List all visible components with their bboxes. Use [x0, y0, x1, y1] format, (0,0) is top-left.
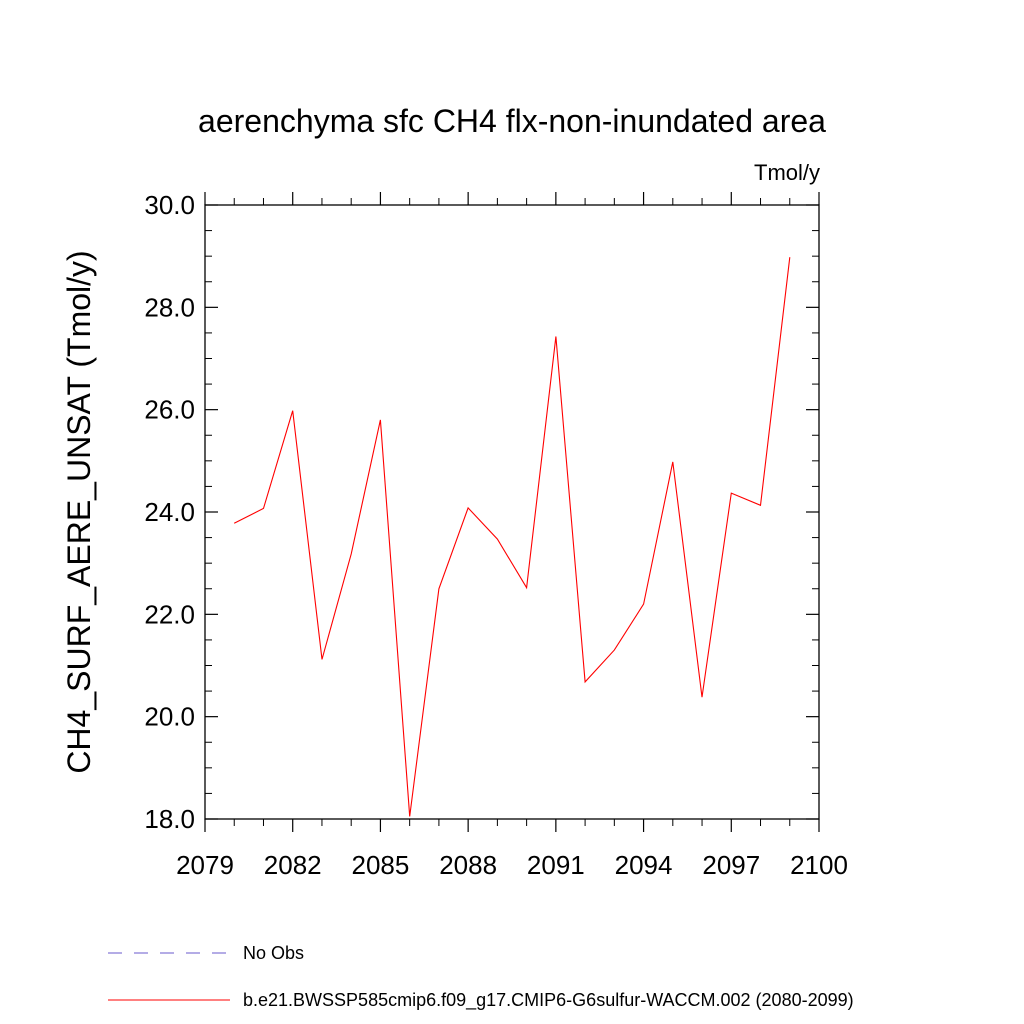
x-tick-label: 2082: [264, 850, 322, 880]
y-tick-label: 30.0: [144, 190, 195, 220]
y-tick-label: 18.0: [144, 804, 195, 834]
x-tick-label: 2091: [527, 850, 585, 880]
y-tick-label: 26.0: [144, 395, 195, 425]
y-tick-labels: 18.0 20.0 22.0 24.0 26.0 28.0 30.0: [144, 190, 195, 834]
series-line-model: [233, 257, 791, 817]
series-layer: [233, 257, 791, 817]
y-tick-label: 28.0: [144, 292, 195, 322]
y-tick-label: 22.0: [144, 599, 195, 629]
x-tick-labels: 2079 2082 2085 2088 2091 2094 2097 2100: [176, 850, 848, 880]
x-tick-label: 2097: [702, 850, 760, 880]
x-tick-label: 2100: [790, 850, 848, 880]
y-axis-label: CH4_SURF_AERE_UNSAT (Tmol/y): [61, 250, 97, 773]
axis-ticks: [204, 192, 820, 832]
x-tick-label: 2094: [615, 850, 673, 880]
plot-frame: [204, 204, 820, 820]
x-tick-label: 2079: [176, 850, 234, 880]
legend: No Obs b.e21.BWSSP585cmip6.f09_g17.CMIP6…: [108, 943, 854, 1011]
y-tick-label: 24.0: [144, 497, 195, 527]
units-label: Tmol/y: [754, 160, 820, 185]
legend-label-model: b.e21.BWSSP585cmip6.f09_g17.CMIP6-G6sulf…: [243, 990, 854, 1011]
chart-title: aerenchyma sfc CH4 flx-non-inundated are…: [198, 103, 826, 139]
legend-label-no-obs: No Obs: [243, 943, 304, 963]
x-tick-label: 2085: [352, 850, 410, 880]
x-tick-label: 2088: [439, 850, 497, 880]
y-tick-label: 20.0: [144, 702, 195, 732]
